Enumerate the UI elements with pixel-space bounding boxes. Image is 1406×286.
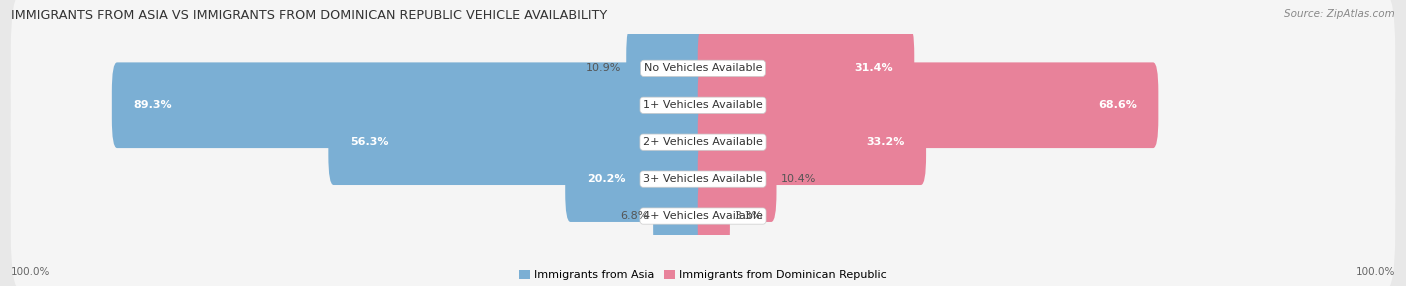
FancyBboxPatch shape <box>11 0 1395 142</box>
FancyBboxPatch shape <box>329 99 709 185</box>
Text: 2+ Vehicles Available: 2+ Vehicles Available <box>643 137 763 147</box>
Text: 31.4%: 31.4% <box>853 63 893 73</box>
FancyBboxPatch shape <box>626 25 709 111</box>
Text: 6.8%: 6.8% <box>620 211 648 221</box>
Text: 10.4%: 10.4% <box>782 174 817 184</box>
FancyBboxPatch shape <box>11 142 1395 286</box>
FancyBboxPatch shape <box>112 62 709 148</box>
Text: No Vehicles Available: No Vehicles Available <box>644 63 762 73</box>
FancyBboxPatch shape <box>11 68 1395 216</box>
Text: 68.6%: 68.6% <box>1098 100 1136 110</box>
Text: 3.3%: 3.3% <box>734 211 762 221</box>
FancyBboxPatch shape <box>654 173 709 259</box>
FancyBboxPatch shape <box>697 99 927 185</box>
FancyBboxPatch shape <box>697 173 730 259</box>
Text: 56.3%: 56.3% <box>350 137 388 147</box>
Text: IMMIGRANTS FROM ASIA VS IMMIGRANTS FROM DOMINICAN REPUBLIC VEHICLE AVAILABILITY: IMMIGRANTS FROM ASIA VS IMMIGRANTS FROM … <box>11 9 607 21</box>
Text: Source: ZipAtlas.com: Source: ZipAtlas.com <box>1284 9 1395 19</box>
Text: 1+ Vehicles Available: 1+ Vehicles Available <box>643 100 763 110</box>
Text: 10.9%: 10.9% <box>586 63 621 73</box>
Text: 4+ Vehicles Available: 4+ Vehicles Available <box>643 211 763 221</box>
Text: 100.0%: 100.0% <box>1355 267 1395 277</box>
FancyBboxPatch shape <box>697 62 1159 148</box>
Text: 20.2%: 20.2% <box>586 174 626 184</box>
FancyBboxPatch shape <box>11 105 1395 253</box>
FancyBboxPatch shape <box>697 25 914 111</box>
Legend: Immigrants from Asia, Immigrants from Dominican Republic: Immigrants from Asia, Immigrants from Do… <box>519 270 887 281</box>
FancyBboxPatch shape <box>697 136 776 222</box>
Text: 89.3%: 89.3% <box>134 100 172 110</box>
Text: 100.0%: 100.0% <box>11 267 51 277</box>
FancyBboxPatch shape <box>565 136 709 222</box>
Text: 33.2%: 33.2% <box>866 137 904 147</box>
Text: 3+ Vehicles Available: 3+ Vehicles Available <box>643 174 763 184</box>
FancyBboxPatch shape <box>11 31 1395 179</box>
